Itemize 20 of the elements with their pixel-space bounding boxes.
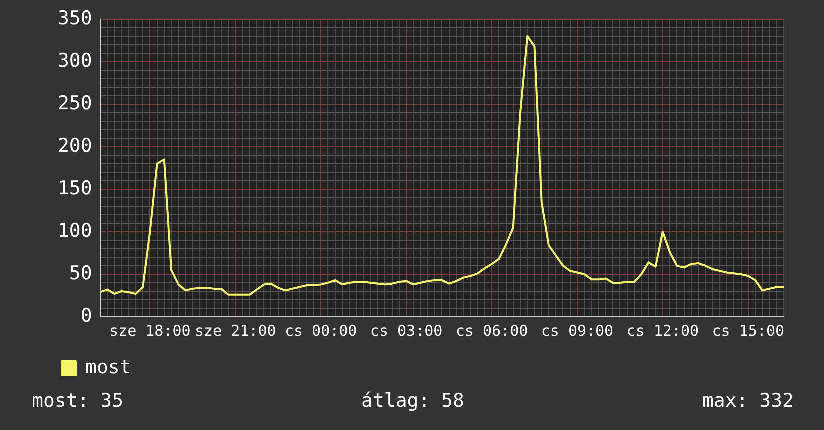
y-tick-label: 200 [58, 134, 92, 157]
y-tick-label: 100 [58, 220, 92, 242]
y-tick-label: 300 [58, 50, 92, 72]
text: most: 35 [32, 390, 124, 412]
x-tick-label: sze 21:00 [194, 322, 276, 340]
text: max: 332 [702, 390, 794, 412]
y-tick-label: 250 [58, 92, 92, 114]
x-tick-label: sze 18:00 [110, 322, 191, 340]
x-tick-label: cs 12:00 [626, 322, 700, 340]
x-tick-label: cs 06:00 [456, 322, 528, 340]
y-tick-label: 350 [58, 7, 92, 30]
x-tick-label: cs 00:00 [284, 322, 358, 340]
y-tick-label: 50 [69, 262, 92, 284]
x-tick-label: cs 09:00 [541, 322, 614, 340]
y-tick-label: 150 [58, 177, 92, 200]
text: átlag: 58 [362, 390, 464, 412]
legend-label: most [86, 356, 132, 378]
x-tick-label: cs 15:00 [712, 322, 785, 340]
x-tick-label: cs 03:00 [370, 322, 443, 340]
y-tick-label: 0 [80, 304, 92, 327]
